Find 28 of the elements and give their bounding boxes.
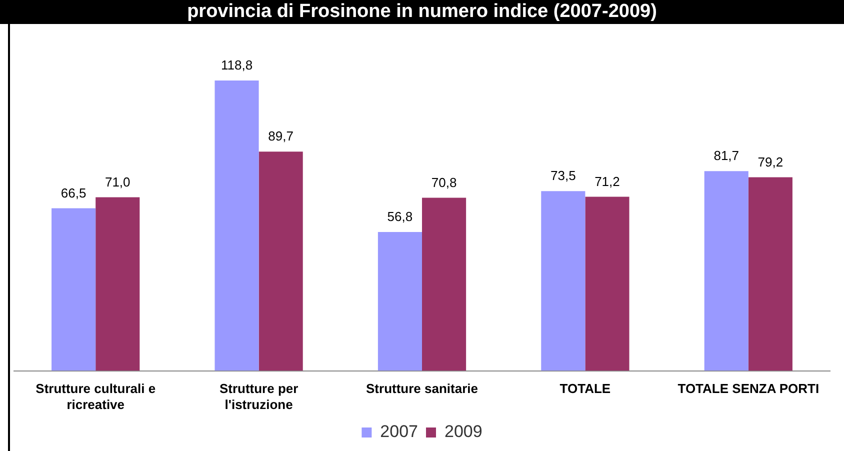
legend-label: 2007 xyxy=(380,422,418,442)
bar xyxy=(541,191,586,371)
x-tick-label: TOTALE SENZA PORTI xyxy=(678,381,820,396)
data-label: 71,2 xyxy=(594,174,620,189)
data-label: 70,8 xyxy=(431,174,457,190)
data-label: 71,0 xyxy=(104,174,130,190)
legend-label: 2009 xyxy=(444,422,482,442)
bar xyxy=(422,198,466,371)
data-label: 118,8 xyxy=(220,58,253,73)
x-tick-label: Strutture sanitarie xyxy=(366,381,478,396)
data-label: 81,7 xyxy=(714,148,740,164)
data-label: 56,8 xyxy=(387,209,413,224)
bar xyxy=(748,177,792,371)
bar xyxy=(378,232,422,371)
x-tick-label: TOTALE xyxy=(560,381,611,396)
bar xyxy=(52,208,96,371)
bar xyxy=(258,152,303,371)
data-label: 89,7 xyxy=(268,128,294,144)
x-tick-label: Strutture culturali e ricreative xyxy=(36,381,156,412)
bar xyxy=(214,80,259,371)
bar xyxy=(704,171,748,371)
data-label: 79,2 xyxy=(758,154,784,170)
bar xyxy=(96,197,140,371)
bar xyxy=(585,196,630,371)
x-tick-label: Strutture per l'istruzione xyxy=(219,381,298,412)
chart-title: provincia di Frosinone in numero indice (2007-2009) xyxy=(0,0,844,24)
data-label: 66,5 xyxy=(60,185,86,200)
data-label: 73,5 xyxy=(550,168,576,184)
